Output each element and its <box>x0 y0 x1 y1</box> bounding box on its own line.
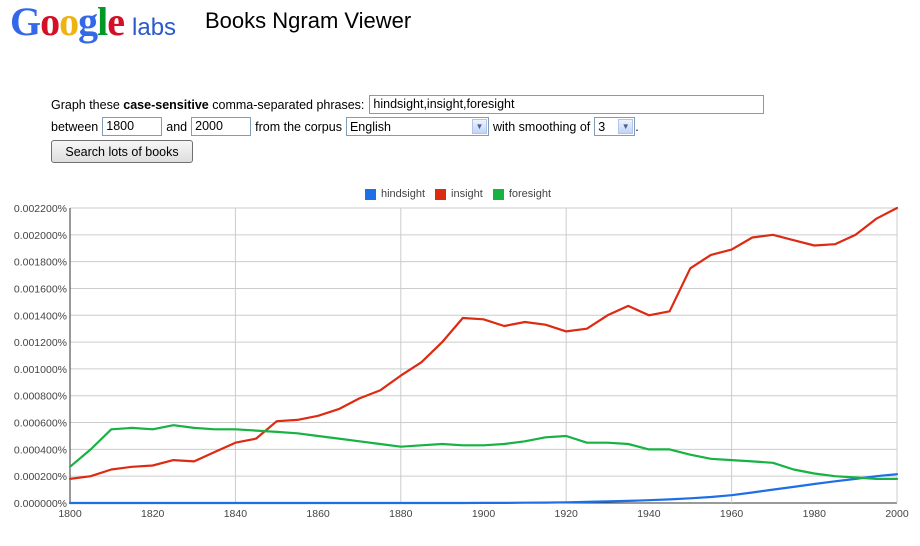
y-tick-label: 0.001200% <box>14 337 67 349</box>
phrases-input[interactable]: hindsight,insight,foresight <box>369 95 765 114</box>
y-tick-label: 0.000000% <box>14 498 67 510</box>
smoothing-select[interactable]: 3 ▼ <box>594 117 636 136</box>
and-label: and <box>166 119 188 134</box>
google-labs-logo[interactable]: Google labs <box>10 0 176 44</box>
phrases-label-suffix: comma-separated phrases: <box>212 97 365 112</box>
y-tick-label: 0.002200% <box>14 203 67 215</box>
y-tick-label: 0.000800% <box>14 391 67 403</box>
logo-letter: o <box>40 0 60 44</box>
x-tick-label: 1900 <box>472 508 496 520</box>
logo-letter: G <box>10 0 41 44</box>
x-tick-label: 1960 <box>720 508 744 520</box>
sentence-period: . <box>635 119 639 134</box>
x-tick-label: 1980 <box>803 508 827 520</box>
x-tick-label: 1920 <box>555 508 579 520</box>
chevron-down-icon[interactable]: ▼ <box>618 119 634 134</box>
legend-label: hindsight <box>381 188 426 200</box>
smoothing-value: 3 <box>598 119 606 134</box>
x-tick-label: 1800 <box>58 508 82 520</box>
corpus-label: from the corpus <box>255 119 342 134</box>
y-tick-label: 0.001600% <box>14 283 67 295</box>
y-tick-label: 0.000400% <box>14 444 67 456</box>
y-tick-label: 0.001800% <box>14 257 67 269</box>
x-tick-label: 1860 <box>306 508 330 520</box>
logo-letter: e <box>107 0 125 44</box>
start-year-input[interactable]: 1800 <box>102 117 163 136</box>
app-title: Books Ngram Viewer <box>205 8 412 33</box>
series-line-hindsight[interactable] <box>68 473 899 505</box>
x-tick-label: 1840 <box>224 508 248 520</box>
y-tick-label: 0.001000% <box>14 364 67 376</box>
chart-legend: hindsight insight foresight <box>365 188 561 200</box>
x-tick-label: 1940 <box>637 508 661 520</box>
y-tick-label: 0.002000% <box>14 230 67 242</box>
legend-label: foresight <box>508 188 552 200</box>
y-tick-label: 0.000200% <box>14 471 67 483</box>
x-tick-label: 1880 <box>389 508 413 520</box>
logo-letter: g <box>78 0 98 44</box>
legend-item-hindsight: hindsight <box>365 188 425 200</box>
range-row: between 1800 and 2000 from the corpus En… <box>51 117 639 136</box>
phrases-label: Graph these <box>51 97 120 112</box>
legend-item-foresight: foresight <box>492 188 552 200</box>
corpus-select[interactable]: English ▼ <box>345 117 489 136</box>
legend-swatch <box>492 188 504 200</box>
series-line-foresight[interactable] <box>68 424 899 480</box>
legend-label: insight <box>451 188 483 200</box>
chevron-down-icon[interactable]: ▼ <box>471 119 487 134</box>
end-year-input[interactable]: 2000 <box>191 117 252 136</box>
y-tick-label: 0.001400% <box>14 310 67 322</box>
phrases-row: Graph these case-sensitive comma-separat… <box>51 95 765 114</box>
y-tick-label: 0.000600% <box>14 418 67 430</box>
smoothing-label: with smoothing of <box>492 119 591 134</box>
x-tick-label: 2000 <box>885 508 909 520</box>
legend-item-insight: insight <box>435 188 483 200</box>
google-wordmark: Google <box>10 0 125 44</box>
logo-letter: l <box>97 0 108 44</box>
series-line-insight[interactable] <box>68 206 899 480</box>
x-tick-label: 1820 <box>141 508 165 520</box>
corpus-value: English <box>349 119 391 134</box>
labs-wordmark: labs <box>132 14 177 41</box>
legend-swatch <box>365 188 376 200</box>
search-button[interactable]: Search lots of books <box>51 140 193 163</box>
between-label: between <box>51 119 99 134</box>
case-sensitive-label: case-sensitive <box>123 97 209 112</box>
logo-letter: o <box>59 0 79 44</box>
legend-swatch <box>435 188 447 200</box>
